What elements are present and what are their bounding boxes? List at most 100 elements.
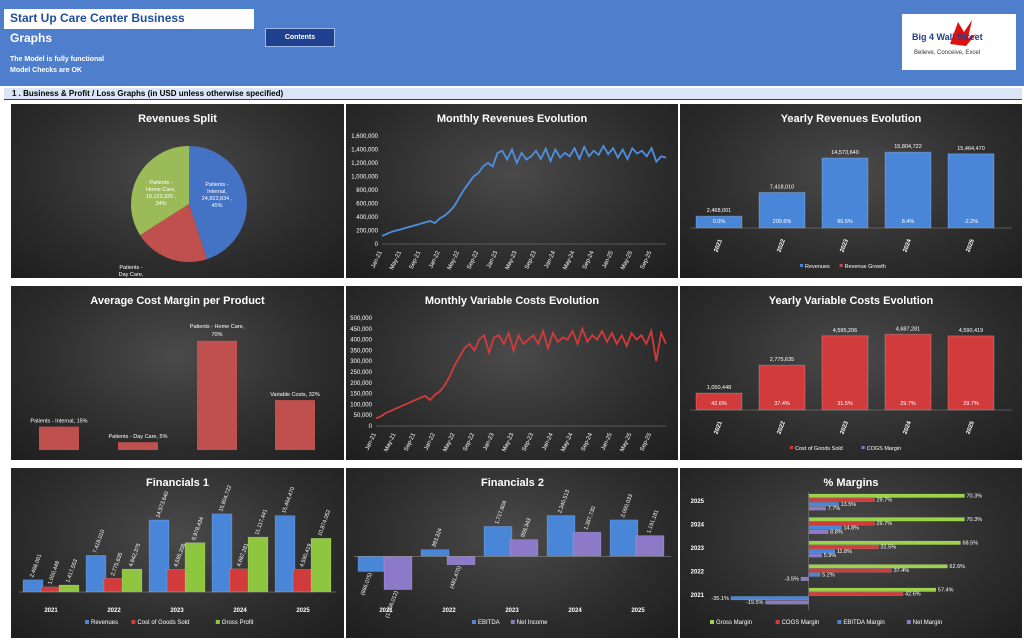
sheet-title: Graphs	[10, 31, 53, 45]
bar	[197, 340, 237, 450]
legend-label: Cost of Goods Sold	[137, 620, 189, 626]
bar-value-label: 29.7%	[877, 498, 893, 504]
x-tick-label: 2023	[840, 238, 850, 253]
legend-label: Revenues	[805, 264, 830, 270]
model-status-functional: The Model is fully functional	[10, 56, 105, 63]
bar-label: Variable Costs, 32%	[270, 392, 320, 398]
y-tick-label: 400,000	[350, 338, 372, 344]
bar-value-label: 11.8%	[837, 549, 852, 555]
pie-slice	[131, 146, 189, 236]
contents-button[interactable]: Contents	[265, 28, 335, 47]
logo-text: Big 4 Wall Street	[912, 32, 983, 42]
x-tick-label: 2024	[903, 420, 913, 435]
bar	[509, 539, 539, 557]
bar-value-label: 14.8%	[843, 525, 859, 531]
bar-value-label: (481,470)	[449, 565, 463, 589]
pie-slice	[140, 204, 207, 262]
legend-label: Revenues	[91, 620, 118, 626]
x-tick-label: Jan-24	[544, 250, 557, 270]
bar	[85, 555, 107, 593]
bar	[275, 400, 315, 450]
x-tick-label: 2024	[903, 238, 913, 253]
y-tick-label: 2023	[691, 546, 705, 552]
bar-value-label: 62.6%	[949, 564, 965, 570]
y-tick-label: 2025	[691, 499, 705, 505]
bar-value-label: -3.5%	[785, 577, 799, 583]
chart-monthly-costs: Monthly Variable Costs Evolution 0 50,000 1…	[346, 286, 678, 460]
pie-slice	[189, 146, 247, 260]
bar	[730, 596, 809, 601]
bar	[383, 556, 413, 590]
chart-cost-margin: Average Cost Margin per Product Patients …	[11, 286, 344, 460]
bar-value-label: 15,804,722	[894, 144, 922, 150]
bar-value-label: 1,387,730	[583, 506, 597, 531]
legend-swatch	[131, 620, 136, 624]
bar-value-label: 7,418,010	[770, 184, 794, 190]
x-tick-label: 2021	[714, 420, 724, 435]
legend-label: Net Income	[517, 620, 548, 626]
bar-value-label: 1,191,181	[646, 509, 660, 534]
bar-pct-label: 96.5%	[837, 219, 853, 225]
bar-value-label: 15,464,470	[281, 486, 296, 514]
y-tick-label: 200,000	[350, 381, 372, 387]
x-tick-label: May-25	[620, 250, 634, 271]
x-tick-label: Sep-22	[462, 432, 476, 453]
y-tick-label: 450,000	[350, 327, 372, 333]
bar	[118, 442, 158, 450]
logo-tagline: Believe, Conceive, Excel	[914, 50, 981, 56]
bar	[446, 556, 476, 566]
bar-value-label: 10,874,052	[317, 509, 332, 537]
legend-swatch	[775, 620, 780, 624]
bar	[103, 578, 125, 593]
y-tick-label: 400,000	[356, 215, 378, 221]
bar-value-label: 2,340,513	[557, 489, 571, 514]
bar-value-label: 2,775,635	[770, 357, 794, 363]
y-tick-label: 50,000	[354, 413, 373, 419]
title-box	[4, 9, 254, 29]
x-tick-label: 2024	[568, 608, 582, 614]
bar-value-label: 959,343	[520, 518, 532, 539]
y-tick-label: 800,000	[356, 188, 378, 194]
x-tick-label: 2023	[170, 608, 184, 614]
x-tick-label: Jan-21	[365, 432, 378, 452]
x-tick-label: 2025	[966, 238, 976, 253]
y-tick-label: 150,000	[350, 392, 372, 398]
y-tick-label: 1,000,000	[351, 175, 378, 181]
bar-pct-label: 29.7%	[963, 401, 979, 407]
bar-value-label: -19.5%	[746, 600, 764, 606]
bar-value-label: 37.4%	[894, 568, 910, 574]
legend-label: Revenue Growth	[845, 264, 886, 270]
legend-label: Net Margin	[913, 620, 942, 626]
x-tick-label: Sep-25	[639, 432, 653, 453]
legend-swatch	[472, 620, 476, 624]
x-tick-label: Sep-25	[640, 250, 654, 271]
bar-value-label: 1,050,448	[707, 385, 731, 391]
chart-title: Yearly Revenues Evolution	[781, 113, 922, 125]
bar	[40, 586, 62, 593]
chart-title: Financials 2	[481, 477, 544, 489]
x-tick-label: 2022	[442, 608, 456, 614]
bar	[808, 568, 892, 573]
chart-margins: % Margins 2025 70.3% 29.7% 13.5% 7.7% 2024 70.3…	[680, 468, 1022, 638]
bar-value-label: 13.5%	[841, 502, 857, 508]
legend-label: Gross Margin	[716, 620, 752, 626]
legend-label: Cost of Goods Sold	[795, 446, 843, 452]
section-title: 1 . Business & Profit / Loss Graphs (in …	[4, 88, 1022, 100]
x-tick-label: Sep-23	[524, 250, 538, 271]
bar-pct-label: 42.6%	[711, 401, 727, 407]
y-tick-label: 1,400,000	[351, 148, 378, 154]
bar-pct-label: 8.4%	[902, 219, 915, 225]
legend-label: EBITDA Margin	[843, 620, 884, 626]
bar-value-label: 29.7%	[877, 521, 893, 527]
chart-title: Average Cost Margin per Product	[90, 295, 265, 307]
x-tick-label: Jan-23	[486, 250, 499, 270]
bar	[808, 572, 821, 577]
bar-value-label: -35.1%	[711, 596, 729, 602]
chart-financials-1: Financials 1 2,468,001 1,050,448 1,417,553 2…	[11, 468, 344, 638]
legend-swatch	[790, 446, 793, 449]
x-tick-label: 2025	[631, 608, 645, 614]
legend-label: EBITDA	[478, 620, 500, 626]
bar	[884, 333, 932, 411]
y-tick-label: 300,000	[350, 359, 372, 365]
x-tick-label: 2022	[107, 608, 121, 614]
